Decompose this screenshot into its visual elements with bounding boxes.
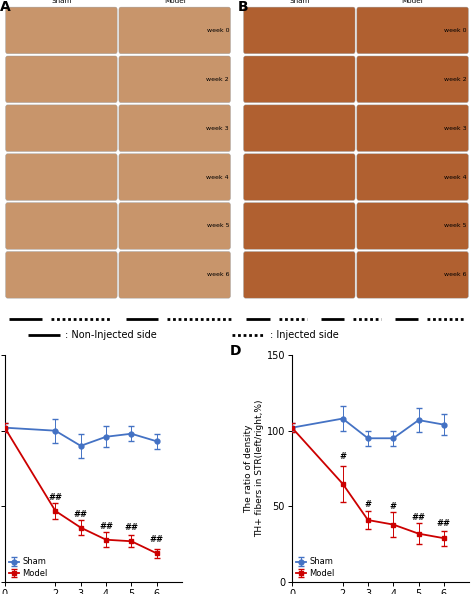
Text: ##: ## bbox=[48, 493, 63, 502]
Text: #: # bbox=[365, 500, 372, 510]
FancyBboxPatch shape bbox=[244, 105, 355, 151]
FancyBboxPatch shape bbox=[357, 154, 468, 200]
FancyBboxPatch shape bbox=[244, 7, 355, 53]
FancyBboxPatch shape bbox=[357, 203, 468, 249]
Legend: Sham, Model: Sham, Model bbox=[9, 557, 47, 578]
Text: week 5: week 5 bbox=[445, 223, 467, 229]
Text: week 6: week 6 bbox=[445, 273, 467, 277]
Text: week 0: week 0 bbox=[445, 28, 467, 33]
Text: ##: ## bbox=[150, 535, 164, 544]
Text: A: A bbox=[0, 0, 11, 14]
Text: week 5: week 5 bbox=[207, 223, 229, 229]
Text: week 4: week 4 bbox=[444, 175, 467, 179]
FancyBboxPatch shape bbox=[119, 105, 230, 151]
Text: week 3: week 3 bbox=[444, 126, 467, 131]
FancyBboxPatch shape bbox=[119, 203, 230, 249]
Text: Sham: Sham bbox=[51, 0, 72, 5]
FancyBboxPatch shape bbox=[6, 252, 117, 298]
Text: week 4: week 4 bbox=[207, 175, 229, 179]
FancyBboxPatch shape bbox=[119, 56, 230, 103]
Text: week 3: week 3 bbox=[207, 126, 229, 131]
FancyBboxPatch shape bbox=[6, 203, 117, 249]
FancyBboxPatch shape bbox=[244, 56, 355, 103]
FancyBboxPatch shape bbox=[6, 105, 117, 151]
Text: ##: ## bbox=[74, 510, 88, 519]
Text: : Non-Injected side: : Non-Injected side bbox=[65, 330, 157, 340]
Text: : Injected side: : Injected side bbox=[270, 330, 338, 340]
FancyBboxPatch shape bbox=[244, 203, 355, 249]
Y-axis label: The ratio of density
TH+ fibers in STR(left/right,%): The ratio of density TH+ fibers in STR(l… bbox=[244, 400, 264, 538]
Text: Model: Model bbox=[164, 0, 185, 5]
Text: D: D bbox=[230, 344, 241, 358]
FancyBboxPatch shape bbox=[119, 7, 230, 53]
Text: week 2: week 2 bbox=[444, 77, 467, 82]
FancyBboxPatch shape bbox=[119, 154, 230, 200]
Text: B: B bbox=[238, 0, 249, 14]
FancyBboxPatch shape bbox=[244, 154, 355, 200]
Text: #: # bbox=[339, 452, 346, 461]
FancyBboxPatch shape bbox=[6, 56, 117, 103]
Text: week 6: week 6 bbox=[207, 273, 229, 277]
Text: ##: ## bbox=[411, 513, 426, 522]
FancyBboxPatch shape bbox=[6, 7, 117, 53]
FancyBboxPatch shape bbox=[357, 56, 468, 103]
FancyBboxPatch shape bbox=[357, 7, 468, 53]
Text: ##: ## bbox=[99, 522, 113, 530]
Text: ##: ## bbox=[437, 519, 451, 527]
Text: week 2: week 2 bbox=[207, 77, 229, 82]
FancyBboxPatch shape bbox=[244, 252, 355, 298]
Text: Model: Model bbox=[402, 0, 423, 5]
Text: #: # bbox=[390, 502, 397, 511]
FancyBboxPatch shape bbox=[119, 252, 230, 298]
Text: week 0: week 0 bbox=[207, 28, 229, 33]
Text: ##: ## bbox=[124, 523, 138, 532]
FancyBboxPatch shape bbox=[6, 154, 117, 200]
FancyBboxPatch shape bbox=[357, 105, 468, 151]
FancyBboxPatch shape bbox=[357, 252, 468, 298]
Text: Sham: Sham bbox=[289, 0, 310, 5]
Legend: Sham, Model: Sham, Model bbox=[296, 557, 335, 578]
